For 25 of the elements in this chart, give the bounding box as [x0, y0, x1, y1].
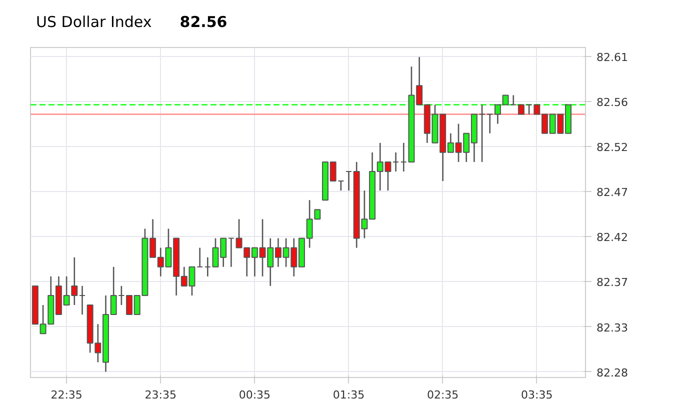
y-tick-label: 82.28 — [596, 366, 628, 380]
y-tick-label: 82.52 — [596, 141, 628, 154]
x-tick-label: 03:35 — [521, 388, 553, 402]
candlestick — [486, 114, 494, 134]
y-tick-label: 82.56 — [596, 96, 628, 110]
chart-title: US Dollar Index — [36, 13, 152, 31]
candlestick — [196, 247, 204, 268]
candlestick — [228, 238, 234, 268]
candlestick — [392, 152, 400, 172]
candlestick — [346, 170, 352, 192]
y-tick-label: 82.33 — [596, 321, 628, 334]
x-tick-label: 01:35 — [332, 388, 365, 402]
x-tick-label: 23:35 — [144, 388, 176, 402]
y-tick-label: 82.42 — [596, 231, 628, 244]
y-tick-label: 82.61 — [596, 51, 628, 64]
x-tick-label: 22:35 — [50, 388, 82, 402]
candlestick — [518, 104, 524, 115]
candlestick — [78, 285, 86, 316]
y-tick-label: 82.37 — [596, 276, 628, 290]
candlestick — [204, 256, 211, 278]
chart-subtitle: 82.56 — [180, 13, 228, 31]
x-tick-label: 00:35 — [238, 388, 271, 402]
x-tick-label: 02:35 — [426, 388, 459, 402]
candlestick — [478, 104, 486, 163]
y-tick-label: 82.47 — [596, 186, 628, 200]
